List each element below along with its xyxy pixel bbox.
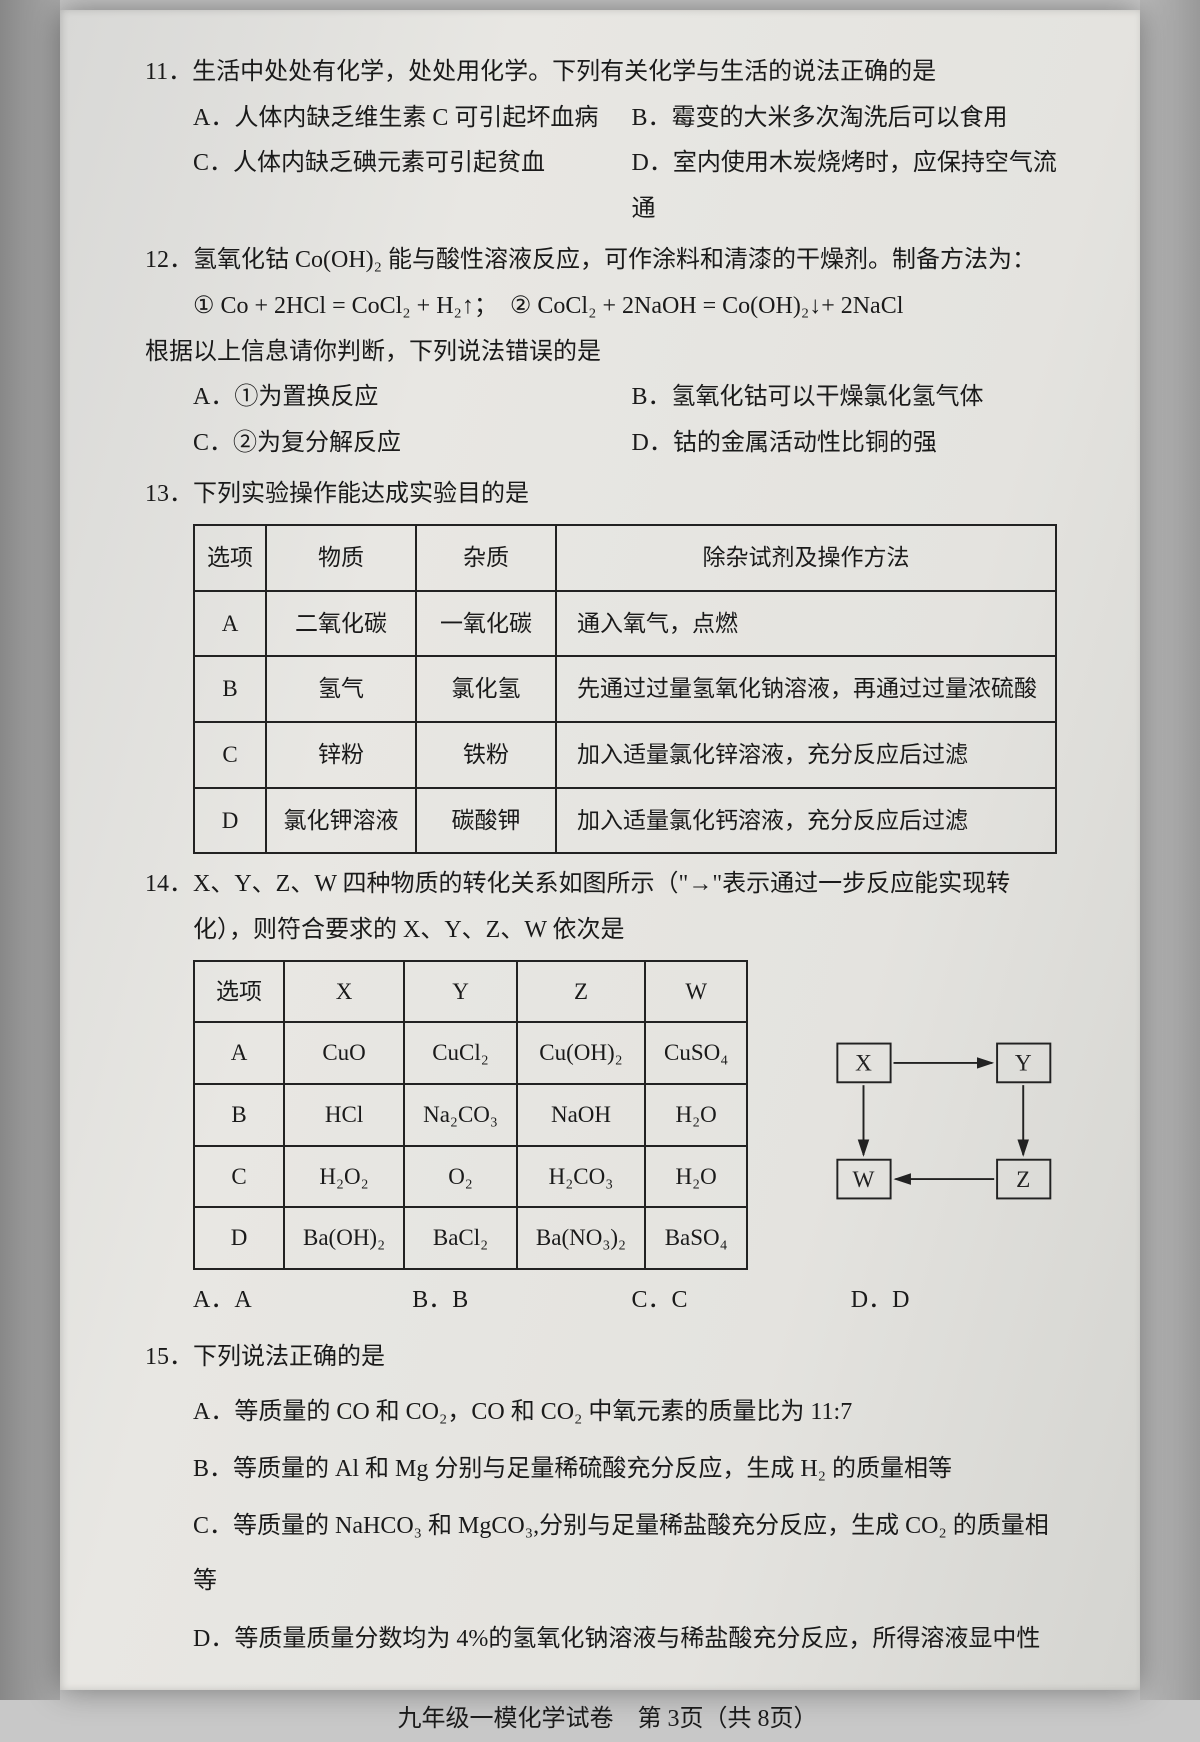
q14-text: X、Y、Z、W 四种物质的转化关系如图所示（"→"表示通过一步反应能实现转化），… <box>193 862 1070 953</box>
q15-opt-a: A．等质量的 CO 和 CO₂，CO 和 CO₂ 中氧元素的质量比为 11:7 <box>193 1385 1070 1440</box>
q12-opt-c: C．②为复分解反应 <box>193 421 632 467</box>
q15-opt-c: C．等质量的 NaHCO₃ 和 MgCO₃,分别与足量稀盐酸充分反应，生成 CO… <box>193 1499 1070 1609</box>
q14-num: 14． <box>145 862 193 953</box>
q12-text2: 根据以上信息请你判断，下列说法错误的是 <box>145 330 1070 376</box>
table-row: B氢气氯化氢先通过过量氢氧化钠溶液，再通过过量浓硫酸 <box>194 656 1056 722</box>
page-shadow-right <box>1140 0 1200 1700</box>
q11-num: 11． <box>145 50 192 96</box>
question-14: 14． X、Y、Z、W 四种物质的转化关系如图所示（"→"表示通过一步反应能实现… <box>145 862 1070 1323</box>
q13-h3: 除杂试剂及操作方法 <box>556 525 1056 591</box>
q12-opt-d: D．钴的金属活动性比铜的强 <box>632 421 1071 467</box>
q15-opt-d: D．等质量质量分数均为 4%的氢氧化钠溶液与稀盐酸充分反应，所得溶液显中性 <box>193 1612 1070 1667</box>
q15-text: 下列说法正确的是 <box>193 1330 385 1385</box>
q13-num: 13． <box>145 472 193 518</box>
q12-opt-a: A．①为置换反应 <box>193 375 632 421</box>
q15-opt-b: B．等质量的 Al 和 Mg 分别与足量稀硫酸充分反应，生成 H₂ 的质量相等 <box>193 1442 1070 1497</box>
exam-page: 11． 生活中处处有化学，处处用化学。下列有关化学与生活的说法正确的是 A．人体… <box>60 10 1140 1690</box>
table-row: D氯化钾溶液碳酸钾加入适量氯化钙溶液，充分反应后过滤 <box>194 788 1056 854</box>
diagram-x: X <box>855 1050 872 1076</box>
page-footer: 九年级一模化学试卷 第 3页（共 8页） <box>145 1697 1070 1742</box>
q13-h1: 物质 <box>266 525 416 591</box>
table-row: A二氧化碳一氧化碳通入氧气，点燃 <box>194 591 1056 657</box>
q14-table: 选项 X Y Z W ACuOCuCl₂Cu(OH)₂CuSO₄ BHClNa₂… <box>193 960 748 1270</box>
q11-text: 生活中处处有化学，处处用化学。下列有关化学与生活的说法正确的是 <box>192 50 936 96</box>
question-12: 12． 氢氧化钴 Co(OH)₂ 能与酸性溶液反应，可作涂料和清漆的干燥剂。制备… <box>145 238 1070 466</box>
table-row: 选项 X Y Z W <box>194 961 747 1023</box>
q14-opt-a: A．A <box>193 1278 412 1324</box>
question-15: 15． 下列说法正确的是 A．等质量的 CO 和 CO₂，CO 和 CO₂ 中氧… <box>145 1330 1070 1667</box>
diagram-z: Z <box>1016 1167 1030 1193</box>
q14-opt-c: C．C <box>632 1278 851 1324</box>
q13-h2: 杂质 <box>416 525 556 591</box>
q15-num: 15． <box>145 1330 193 1385</box>
q13-text: 下列实验操作能达成实验目的是 <box>193 472 529 518</box>
q12-opt-b: B．氢氧化钴可以干燥氯化氢气体 <box>632 375 1071 421</box>
q12-equations: ① Co + 2HCl = CoCl₂ + H₂↑； ② CoCl₂ + 2Na… <box>145 284 1070 330</box>
q11-opt-b: B．霉变的大米多次淘洗后可以食用 <box>632 96 1071 142</box>
q14-opt-b: B．B <box>412 1278 631 1324</box>
q12-text: 氢氧化钴 Co(OH)₂ 能与酸性溶液反应，可作涂料和清漆的干燥剂。制备方法为： <box>193 238 1036 284</box>
diagram-w: W <box>853 1167 875 1193</box>
diagram-y: Y <box>1015 1050 1032 1076</box>
table-row: DBa(OH)₂BaCl₂Ba(NO₃)₂BaSO₄ <box>194 1207 747 1269</box>
q14-opt-d: D．D <box>851 1278 1070 1324</box>
q14-diagram: X Y W Z <box>818 1026 1070 1216</box>
q13-table: 选项 物质 杂质 除杂试剂及操作方法 A二氧化碳一氧化碳通入氧气，点燃 B氢气氯… <box>193 524 1057 854</box>
q11-opt-a: A．人体内缺乏维生素 C 可引起坏血病 <box>193 96 632 142</box>
table-row: C锌粉铁粉加入适量氯化锌溶液，充分反应后过滤 <box>194 722 1056 788</box>
table-row: ACuOCuCl₂Cu(OH)₂CuSO₄ <box>194 1022 747 1084</box>
table-row: CH₂O₂O₂H₂CO₃H₂O <box>194 1146 747 1208</box>
page-shadow-left <box>0 0 60 1700</box>
table-row: 选项 物质 杂质 除杂试剂及操作方法 <box>194 525 1056 591</box>
question-13: 13． 下列实验操作能达成实验目的是 选项 物质 杂质 除杂试剂及操作方法 A二… <box>145 472 1070 854</box>
table-row: BHClNa₂CO₃NaOHH₂O <box>194 1084 747 1146</box>
q11-opt-d: D．室内使用木炭烧烤时，应保持空气流通 <box>632 141 1071 232</box>
q11-opt-c: C．人体内缺乏碘元素可引起贫血 <box>193 141 632 232</box>
q13-h0: 选项 <box>194 525 266 591</box>
question-11: 11． 生活中处处有化学，处处用化学。下列有关化学与生活的说法正确的是 A．人体… <box>145 50 1070 232</box>
q12-num: 12． <box>145 238 193 284</box>
